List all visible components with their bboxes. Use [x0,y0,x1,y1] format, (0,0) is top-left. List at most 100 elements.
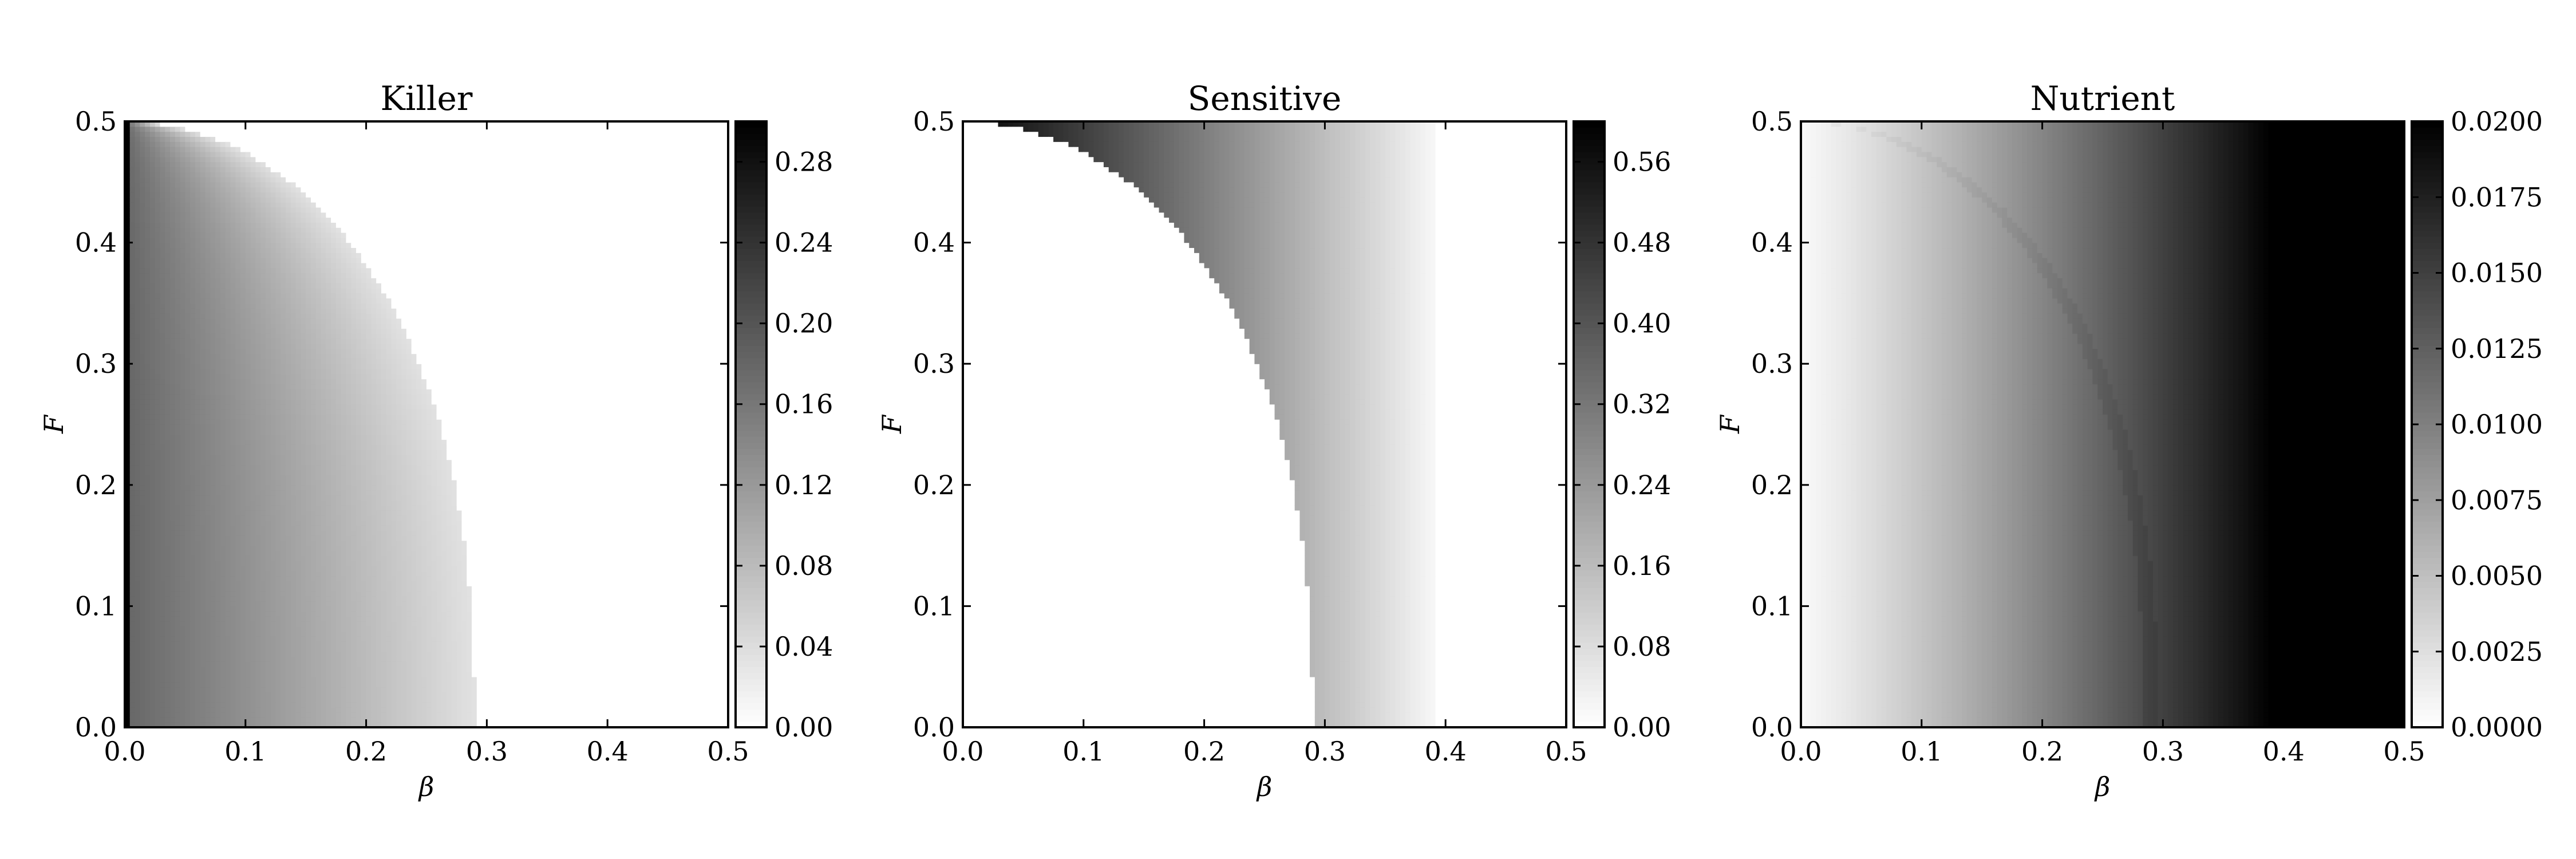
heatmap-cell [175,167,180,172]
heatmap-cell [130,546,135,551]
heatmap-cell [145,147,150,152]
heatmap-cell [150,455,155,460]
heatmap-cell [170,510,175,515]
heatmap-cell [175,687,180,692]
heatmap-cell [180,661,185,667]
heatmap-cell [165,636,170,641]
heatmap-cell [185,253,190,258]
heatmap-cell [206,384,211,389]
heatmap-cell [206,611,211,616]
heatmap-cell [185,273,190,278]
heatmap-cell [135,384,140,389]
heatmap-cell [140,525,145,530]
heatmap-cell [160,611,165,616]
heatmap-cell [145,667,150,672]
heatmap-cell [140,243,145,248]
heatmap-cell [150,490,155,495]
heatmap-cell [210,222,215,227]
heatmap-cell [190,621,195,626]
heatmap-cell [155,136,160,141]
heatmap-cell [130,470,135,475]
heatmap-cell [175,172,180,177]
heatmap-cell [185,475,190,480]
heatmap-cell [130,328,135,333]
heatmap-cell [195,626,200,632]
heatmap-cell [195,258,200,263]
heatmap-cell [226,702,231,707]
heatmap-cell [230,576,235,581]
heatmap-cell [180,596,185,601]
heatmap-cell [140,374,145,379]
heatmap-cell [220,687,226,692]
heatmap-cell [160,561,165,566]
heatmap-cell [155,631,160,636]
heatmap-cell [145,717,150,722]
heatmap-cell [165,424,170,430]
heatmap-cell [195,424,200,430]
heatmap-cell [220,641,226,647]
heatmap-cell [215,379,220,384]
heatmap-cell [140,324,145,329]
heatmap-cell [195,510,200,515]
heatmap-cell [145,626,150,632]
heatmap-cell [180,657,185,662]
heatmap-cell [200,197,206,202]
heatmap-cell [155,419,160,424]
heatmap-cell [135,303,140,308]
heatmap-cell [190,495,195,500]
heatmap-cell [195,692,200,697]
heatmap-cell [200,324,206,329]
heatmap-cell [130,535,135,541]
heatmap-cell [220,480,226,485]
heatmap-cell [180,394,185,399]
heatmap-cell [235,495,240,500]
heatmap-cell [135,308,140,313]
heatmap-cell [145,344,150,349]
heatmap-cell [180,162,185,167]
heatmap-cell [135,470,140,475]
heatmap-cell [185,197,190,202]
heatmap-cell [160,682,165,687]
heatmap-cell [135,541,140,546]
heatmap-cell [215,227,220,233]
heatmap-cell [206,430,211,435]
heatmap-cell [206,596,211,601]
heatmap-cell [210,394,215,399]
heatmap-cell [150,278,155,283]
heatmap-cell [180,616,185,621]
heatmap-cell [155,288,160,293]
heatmap-cell [130,586,135,591]
heatmap-cell [200,374,206,379]
heatmap-cell [145,500,150,505]
heatmap-cell [226,475,231,480]
heatmap-cell [160,530,165,535]
heatmap-cell [145,222,150,227]
heatmap-cell [235,555,240,561]
heatmap-cell [180,672,185,677]
heatmap-cell [206,247,211,253]
heatmap-cell [160,192,165,197]
heatmap-cell [195,661,200,667]
heatmap-cell [190,207,195,212]
heatmap-cell [140,222,145,227]
heatmap-cell [140,177,145,182]
heatmap-cell [150,152,155,157]
heatmap-cell [170,218,175,223]
heatmap-cell [145,308,150,313]
heatmap-cell [160,349,165,354]
heatmap-cell [200,657,206,662]
heatmap-cell [180,172,185,177]
heatmap-cell [206,338,211,344]
heatmap-cell [215,712,220,718]
heatmap-cell [160,430,165,435]
heatmap-cell [130,288,135,293]
heatmap-cell [215,555,220,561]
heatmap-cell [170,465,175,470]
heatmap-cell [140,450,145,455]
heatmap-cell [135,530,140,535]
heatmap-cell [206,641,211,647]
heatmap-cell [155,611,160,616]
heatmap-cell [180,702,185,707]
heatmap-cell [165,233,170,238]
heatmap-cell [140,697,145,702]
